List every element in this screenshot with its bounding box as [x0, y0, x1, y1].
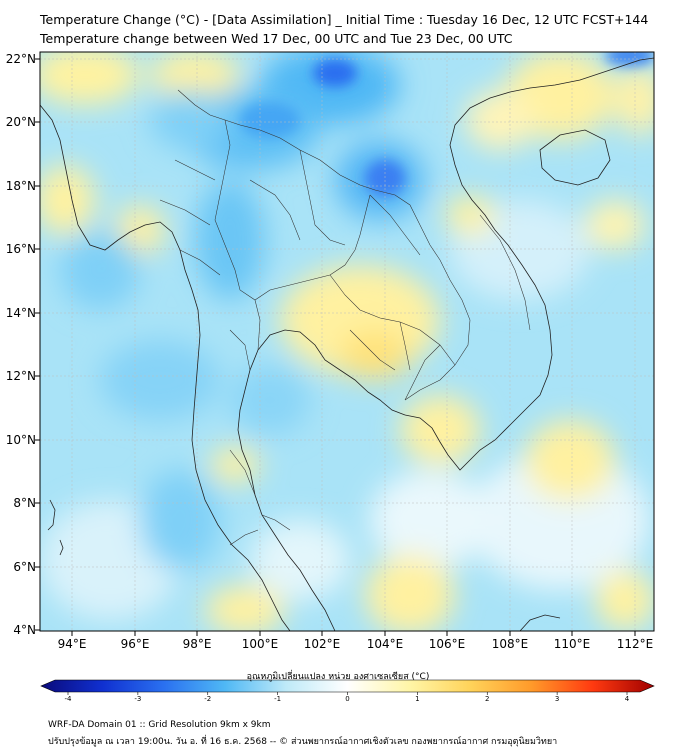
lat-label: 16°N — [6, 242, 36, 256]
lat-label: 18°N — [6, 179, 36, 193]
colorbar-tick-label: -1 — [274, 695, 281, 703]
colorbar-tick-label: -3 — [134, 695, 141, 703]
map-frame — [39, 51, 655, 632]
lat-label: 14°N — [6, 306, 36, 320]
footer-update-info: ปรับปรุงข้อมูล ณ เวลา 19:00น. วัน อ. ที่… — [48, 737, 558, 747]
lon-label: 100°E — [242, 637, 279, 651]
colorbar-tick-label: 1 — [415, 695, 419, 703]
lon-label: 96°E — [121, 637, 150, 651]
colorbar-tick-label: 0 — [345, 695, 349, 703]
colorbar-tick-label: -4 — [65, 695, 73, 703]
temperature-field — [40, 52, 654, 631]
lon-label: 98°E — [183, 637, 212, 651]
colorbar-bar — [40, 679, 655, 693]
lon-label: 94°E — [58, 637, 87, 651]
lon-label: 110°E — [554, 637, 591, 651]
lat-label: 6°N — [13, 560, 36, 574]
lat-label: 20°N — [6, 115, 36, 129]
lon-label: 104°E — [367, 637, 404, 651]
colorbar-tick-label: -2 — [204, 695, 211, 703]
lon-label: 108°E — [492, 637, 529, 651]
colorbar: -4 -3 -2 -1 0 1 2 3 4 — [40, 679, 655, 703]
colorbar-tick-label: 2 — [485, 695, 489, 703]
colorbar-tick-label: 4 — [625, 695, 630, 703]
lat-label: 12°N — [6, 369, 36, 383]
colorbar-tick-label: 3 — [555, 695, 559, 703]
lat-label: 4°N — [13, 623, 36, 637]
lon-label: 102°E — [304, 637, 341, 651]
admin-borders — [159, 89, 531, 546]
temperature-change-map: 22°N 20°N 18°N 16°N 14°N 12°N 10°N 8°N 6… — [6, 51, 655, 703]
map-title: Temperature Change (°C) - [Data Assimila… — [40, 12, 649, 27]
lat-label: 8°N — [13, 496, 36, 510]
lat-label: 10°N — [6, 433, 36, 447]
lat-label: 22°N — [6, 52, 36, 66]
colorbar-title: อุณหภูมิเปลี่ยนแปลง หน่วย องศาเซลเซียส (… — [246, 672, 430, 682]
coastlines — [40, 57, 654, 631]
graticule — [40, 52, 654, 631]
lon-label: 112°E — [617, 637, 654, 651]
lon-label: 106°E — [429, 637, 466, 651]
footer-model-info: WRF-DA Domain 01 :: Grid Resolution 9km … — [48, 720, 271, 730]
map-subtitle: Temperature change between Wed 17 Dec, 0… — [40, 31, 513, 46]
